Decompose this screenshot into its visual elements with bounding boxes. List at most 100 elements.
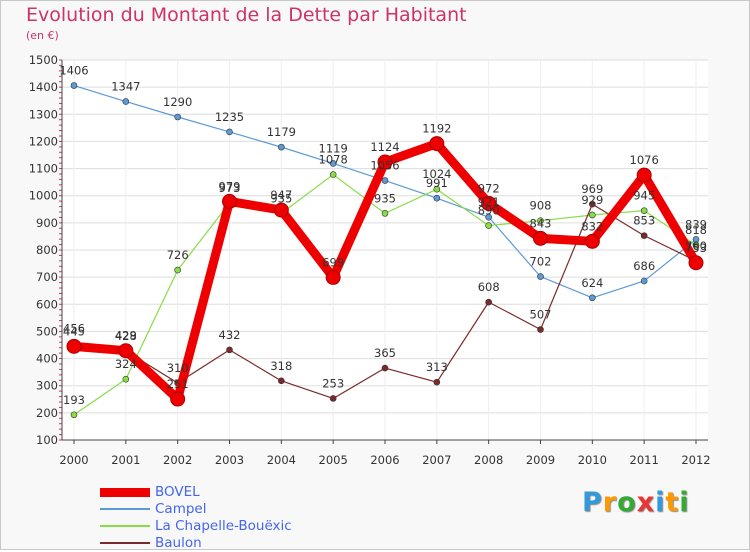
data-label: 1179 xyxy=(267,125,296,139)
data-label: 608 xyxy=(478,280,500,294)
logo-letter: P xyxy=(582,487,603,518)
data-point-3 xyxy=(278,377,285,385)
data-label: 947 xyxy=(270,188,292,202)
data-point-0 xyxy=(636,167,652,183)
data-point-2 xyxy=(485,222,492,229)
data-label: 445 xyxy=(63,324,85,338)
y-tick-label: 200 xyxy=(36,406,58,420)
data-label: 921 xyxy=(478,195,500,209)
data-point-0 xyxy=(273,202,289,218)
data-label: 853 xyxy=(633,214,655,228)
legend-label: Campel xyxy=(155,501,207,517)
data-point-1 xyxy=(226,128,233,136)
logo-letter: x xyxy=(636,487,656,518)
y-tick-label: 300 xyxy=(36,379,58,393)
data-label: 929 xyxy=(581,193,603,207)
data-point-3 xyxy=(537,326,544,333)
legend-swatch xyxy=(100,487,150,497)
data-label: 1024 xyxy=(422,167,451,181)
data-label: 1347 xyxy=(111,80,140,94)
line-chart: 100 200 300 400 500 600 700 800 900 1000 1100 1200 1… xyxy=(29,53,711,467)
data-label: 251 xyxy=(167,377,189,391)
x-tick-label: 2002 xyxy=(163,453,192,467)
data-point-2 xyxy=(122,375,130,383)
data-point-0 xyxy=(533,230,548,246)
data-point-2 xyxy=(589,211,596,219)
x-tick-label: 2008 xyxy=(474,453,503,467)
data-point-3 xyxy=(329,395,337,402)
x-tick-label: 2007 xyxy=(422,453,451,467)
data-label: 760 xyxy=(685,239,707,253)
y-tick-label: 100 xyxy=(36,433,58,447)
data-point-0 xyxy=(481,195,497,211)
data-label: 624 xyxy=(581,276,603,290)
y-tick-label: 1300 xyxy=(29,107,58,121)
data-point-2 xyxy=(70,411,78,419)
x-tick-label: 2011 xyxy=(630,453,659,467)
data-label: 507 xyxy=(530,308,552,322)
x-tick-label: 2005 xyxy=(319,453,348,467)
legend-label: BOVEL xyxy=(155,484,200,500)
data-point-1 xyxy=(122,98,130,105)
data-point-3 xyxy=(485,298,492,306)
x-tick-label: 2006 xyxy=(370,453,399,467)
y-tick-label: 1100 xyxy=(29,162,58,176)
data-point-1 xyxy=(329,160,337,167)
x-tick-label: 2004 xyxy=(267,453,296,467)
data-point-0 xyxy=(688,255,704,271)
data-point-2 xyxy=(174,266,181,274)
data-point-2 xyxy=(640,207,648,214)
data-label: 832 xyxy=(581,219,603,233)
series-layer xyxy=(66,82,704,419)
data-label: 318 xyxy=(270,359,292,373)
legend-swatch xyxy=(100,542,150,544)
data-point-1 xyxy=(381,177,389,184)
y-tick-label: 600 xyxy=(36,297,58,311)
logo-letter: i xyxy=(655,487,666,518)
data-label: 324 xyxy=(115,357,137,371)
data-label: 699 xyxy=(322,255,344,269)
x-tick-label: 2001 xyxy=(111,453,140,467)
logo-letter: i xyxy=(679,487,690,518)
data-point-0 xyxy=(222,193,237,209)
data-label: 432 xyxy=(219,328,241,342)
data-label: 193 xyxy=(63,393,85,407)
logo-letter: r xyxy=(602,487,618,518)
legend-label: La Chapelle-Bouëxic xyxy=(155,518,292,534)
y-tick-label: 800 xyxy=(36,243,58,257)
data-label: 726 xyxy=(167,248,189,262)
data-label: 843 xyxy=(530,216,552,230)
y-tick-label: 700 xyxy=(36,270,58,284)
x-tick-label: 2010 xyxy=(578,453,607,467)
data-label: 890 xyxy=(478,204,500,218)
data-point-0 xyxy=(66,338,82,354)
data-point-3 xyxy=(226,346,233,354)
data-point-0 xyxy=(325,269,341,285)
data-label: 908 xyxy=(530,199,552,213)
y-tick-label: 900 xyxy=(36,216,58,230)
chart-subtitle: (en €) xyxy=(26,29,59,42)
data-point-2 xyxy=(537,217,544,224)
y-tick-label: 1400 xyxy=(29,80,58,94)
data-label: 945 xyxy=(633,189,655,203)
legend-label: Baulon xyxy=(155,535,202,551)
data-point-1 xyxy=(278,143,285,151)
data-label: 979 xyxy=(219,179,241,193)
x-tick-label: 2009 xyxy=(526,453,555,467)
data-label: 1124 xyxy=(370,140,399,154)
data-label: 969 xyxy=(581,182,603,196)
data-label: 1078 xyxy=(319,153,348,167)
data-label: 702 xyxy=(530,255,552,269)
data-point-0 xyxy=(429,136,445,152)
data-point-1 xyxy=(174,113,181,121)
data-label: 1235 xyxy=(215,110,244,124)
data-point-3 xyxy=(433,378,441,386)
data-label: 973 xyxy=(219,181,241,195)
data-point-2 xyxy=(433,185,441,193)
data-label: 456 xyxy=(63,321,85,335)
x-tick-label: 2000 xyxy=(59,453,88,467)
data-point-3 xyxy=(381,364,389,372)
data-label: 429 xyxy=(115,329,137,343)
label-layer: 445 429 251 979 947 699 1124 1192 972 843 832 1076 7… xyxy=(59,64,707,407)
y-tick-label: 500 xyxy=(36,324,58,338)
